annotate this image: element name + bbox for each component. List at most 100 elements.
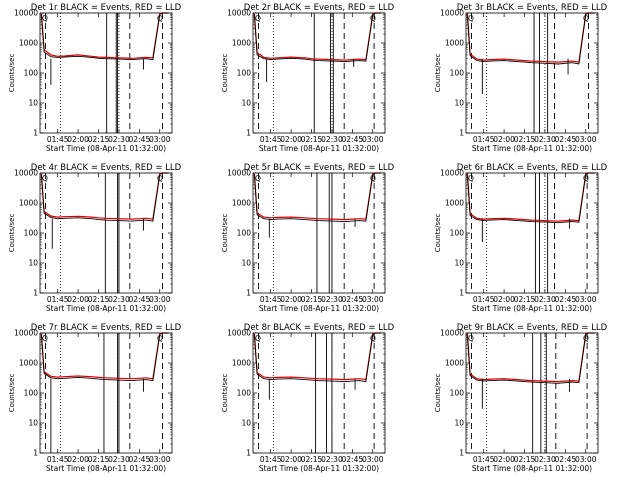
y-tick-label: 1: [459, 449, 464, 458]
x-tick-label: 02:00: [67, 455, 89, 464]
y-axis-label: Counts/sec: [434, 54, 442, 93]
x-tick-label: 02:00: [280, 455, 302, 464]
y-tick-label: 10: [454, 419, 464, 428]
y-tick-label: 100: [24, 389, 39, 398]
x-tick-label: 03:00: [149, 295, 171, 304]
y-tick-label: 100: [237, 229, 252, 238]
y-tick-label: 100: [450, 69, 465, 78]
chart-title: Det 4r BLACK = Events, RED = LLD: [31, 163, 182, 173]
x-axis-label: Start Time (08-Apr-11 01:32:00): [472, 464, 592, 473]
y-tick-label: 1000: [19, 359, 38, 368]
y-axis-label: Counts/sec: [434, 214, 442, 253]
x-tick-label: 01:45: [473, 455, 495, 464]
y-tick-label: 1: [246, 129, 251, 138]
y-tick-label: 100: [450, 389, 465, 398]
q-marker: Q: [583, 174, 589, 183]
y-tick-label: 1: [33, 129, 38, 138]
chart-panel: Det 2r BLACK = Events, RED = LLD 1 10 100 10…: [221, 3, 395, 153]
x-tick-label: 02:30: [534, 135, 556, 144]
plot-frame: [465, 172, 599, 294]
chart-panel: Det 9r BLACK = Events, RED = LLD 1 10 100 10…: [434, 323, 608, 473]
q-marker: Q: [255, 174, 261, 183]
x-tick-label: 02:45: [342, 135, 364, 144]
y-tick-label: 10: [28, 259, 38, 268]
y-axis-label: Counts/sec: [8, 54, 16, 93]
y-tick-label: 100: [237, 69, 252, 78]
x-axis-label: Start Time (08-Apr-11 01:32:00): [46, 144, 166, 153]
x-tick-label: 01:45: [47, 135, 69, 144]
chart-panel: Det 4r BLACK = Events, RED = LLD 1 10 100 10…: [8, 163, 182, 313]
y-tick-label: 10000: [14, 329, 38, 338]
x-tick-label: 02:30: [534, 295, 556, 304]
x-tick-label: 02:45: [555, 455, 577, 464]
x-tick-label: 01:45: [260, 295, 282, 304]
y-axis-label: Counts/sec: [221, 374, 229, 413]
chart-title: Det 7r BLACK = Events, RED = LLD: [31, 323, 182, 333]
x-tick-label: 01:45: [47, 295, 69, 304]
x-tick-label: 03:00: [362, 295, 384, 304]
x-tick-label: 01:45: [473, 295, 495, 304]
y-tick-label: 1: [246, 289, 251, 298]
x-tick-label: 02:15: [301, 135, 323, 144]
plot-frame: [252, 172, 386, 294]
y-tick-label: 10000: [14, 9, 38, 18]
x-tick-label: 02:00: [493, 455, 515, 464]
y-tick-label: 10: [241, 99, 251, 108]
events-series-line: [253, 332, 381, 383]
x-tick-label: 02:30: [108, 455, 130, 464]
x-axis-label: Start Time (08-Apr-11 01:32:00): [46, 304, 166, 313]
q-marker: Q: [42, 334, 48, 343]
x-tick-label: 02:45: [342, 455, 364, 464]
plot-frame: [39, 172, 173, 294]
q-marker: Q: [370, 14, 376, 23]
events-series-line: [40, 332, 168, 382]
y-tick-label: 1000: [19, 39, 38, 48]
y-tick-label: 1000: [19, 199, 38, 208]
q-marker: Q: [370, 174, 376, 183]
y-tick-label: 10: [241, 419, 251, 428]
x-tick-label: 02:00: [493, 135, 515, 144]
chart-panel: Det 1r BLACK = Events, RED = LLD 1 10 100 10…: [8, 3, 182, 153]
chart-panel: Det 3r BLACK = Events, RED = LLD 1 10 100 10…: [434, 3, 608, 153]
plot-frame: [39, 12, 173, 134]
plot-frame: [465, 12, 599, 134]
y-tick-label: 1000: [232, 359, 251, 368]
y-tick-label: 1: [459, 129, 464, 138]
events-series-line: [253, 172, 381, 223]
y-tick-label: 10000: [227, 169, 251, 178]
x-tick-label: 03:00: [362, 455, 384, 464]
events-series-line: [466, 172, 594, 224]
x-axis-label: Start Time (08-Apr-11 01:32:00): [259, 144, 379, 153]
x-axis-label: Start Time (08-Apr-11 01:32:00): [472, 144, 592, 153]
plot-frame: [252, 12, 386, 134]
q-marker: Q: [157, 174, 163, 183]
chart-title: Det 2r BLACK = Events, RED = LLD: [244, 3, 395, 13]
x-tick-label: 02:00: [280, 135, 302, 144]
chart-panel: Det 6r BLACK = Events, RED = LLD 1 10 100 10…: [434, 163, 608, 313]
x-tick-label: 03:00: [149, 455, 171, 464]
x-tick-label: 03:00: [575, 135, 597, 144]
y-tick-label: 1: [33, 449, 38, 458]
x-tick-label: 03:00: [575, 455, 597, 464]
plot-frame: [39, 332, 173, 454]
y-tick-label: 10000: [440, 329, 464, 338]
x-tick-label: 02:15: [514, 295, 536, 304]
y-tick-label: 10: [28, 419, 38, 428]
q-marker: Q: [583, 14, 589, 23]
y-tick-label: 10000: [227, 329, 251, 338]
y-tick-label: 1000: [445, 39, 464, 48]
q-marker: Q: [255, 334, 261, 343]
y-axis-label: Counts/sec: [221, 214, 229, 253]
x-tick-label: 01:45: [473, 135, 495, 144]
x-tick-label: 02:15: [514, 135, 536, 144]
q-marker: Q: [370, 334, 376, 343]
y-tick-label: 1: [33, 289, 38, 298]
x-tick-label: 02:00: [493, 295, 515, 304]
events-series-line: [40, 12, 168, 61]
y-axis-label: Counts/sec: [434, 374, 442, 413]
y-tick-label: 10000: [14, 169, 38, 178]
x-tick-label: 02:30: [108, 295, 130, 304]
chart-title: Det 6r BLACK = Events, RED = LLD: [457, 163, 608, 173]
q-marker: Q: [468, 174, 474, 183]
